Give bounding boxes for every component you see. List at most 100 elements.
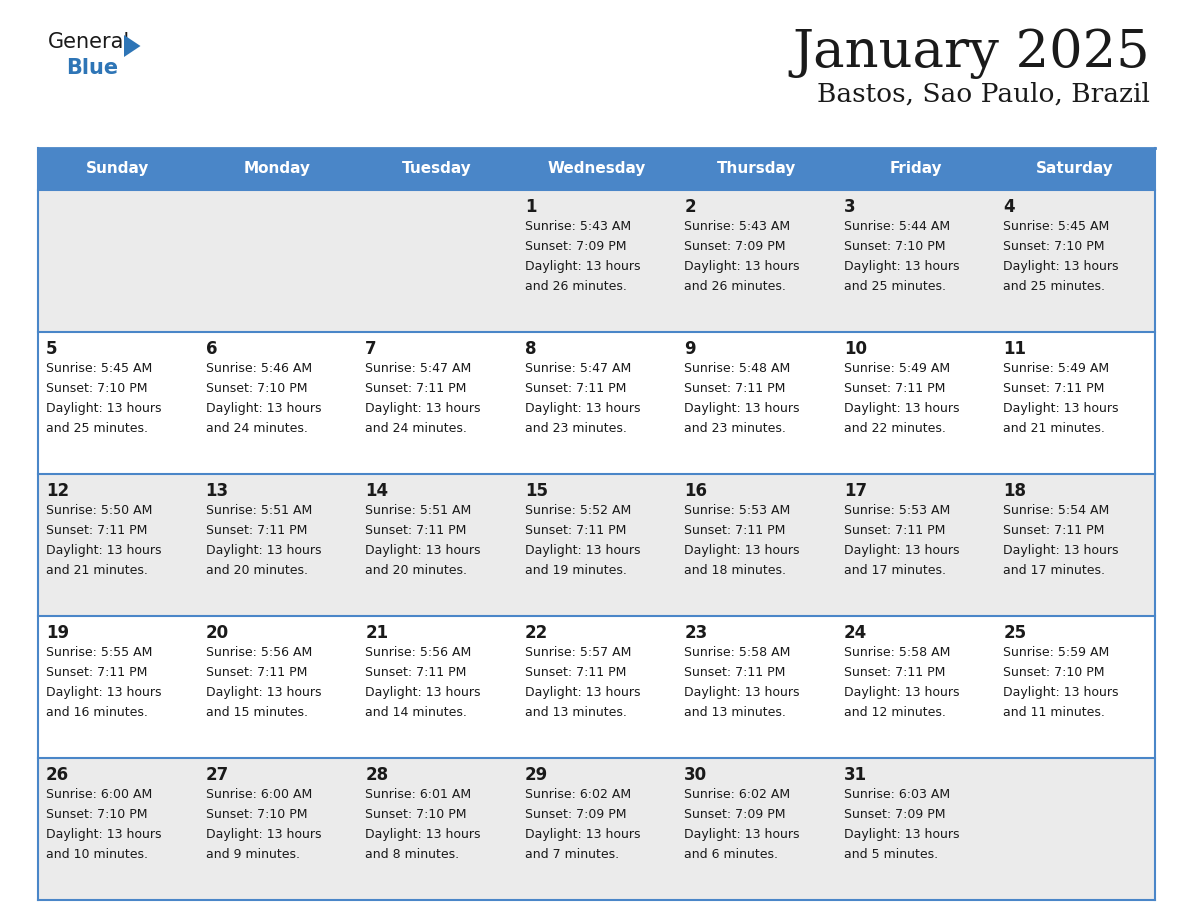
Text: Sunset: 7:10 PM: Sunset: 7:10 PM [1004, 666, 1105, 679]
Text: Saturday: Saturday [1036, 162, 1114, 176]
Text: Blue: Blue [67, 58, 118, 78]
Text: and 23 minutes.: and 23 minutes. [525, 422, 626, 435]
Text: and 7 minutes.: and 7 minutes. [525, 848, 619, 861]
Text: Sunset: 7:11 PM: Sunset: 7:11 PM [843, 382, 946, 395]
Text: Daylight: 13 hours: Daylight: 13 hours [206, 402, 321, 415]
Text: Sunrise: 5:45 AM: Sunrise: 5:45 AM [46, 362, 152, 375]
Text: Sunset: 7:10 PM: Sunset: 7:10 PM [206, 808, 307, 821]
Text: Sunrise: 5:59 AM: Sunrise: 5:59 AM [1004, 646, 1110, 659]
Bar [38, 474, 1155, 616]
Text: and 17 minutes.: and 17 minutes. [1004, 564, 1105, 577]
Text: Daylight: 13 hours: Daylight: 13 hours [525, 686, 640, 699]
Text: Daylight: 13 hours: Daylight: 13 hours [365, 402, 481, 415]
Text: and 21 minutes.: and 21 minutes. [1004, 422, 1105, 435]
Text: Sunrise: 5:53 AM: Sunrise: 5:53 AM [684, 504, 790, 517]
Text: Daylight: 13 hours: Daylight: 13 hours [206, 828, 321, 841]
Text: Sunset: 7:09 PM: Sunset: 7:09 PM [843, 808, 946, 821]
Text: Sunset: 7:11 PM: Sunset: 7:11 PM [46, 666, 147, 679]
Text: 2: 2 [684, 198, 696, 216]
Text: Sunset: 7:10 PM: Sunset: 7:10 PM [365, 808, 467, 821]
Text: and 26 minutes.: and 26 minutes. [684, 280, 786, 293]
Text: Daylight: 13 hours: Daylight: 13 hours [1004, 402, 1119, 415]
Text: Sunset: 7:10 PM: Sunset: 7:10 PM [1004, 240, 1105, 253]
Text: Sunrise: 5:43 AM: Sunrise: 5:43 AM [684, 220, 790, 233]
Text: Sunset: 7:11 PM: Sunset: 7:11 PM [525, 524, 626, 537]
Text: 15: 15 [525, 482, 548, 500]
Text: and 25 minutes.: and 25 minutes. [1004, 280, 1105, 293]
Text: Sunset: 7:09 PM: Sunset: 7:09 PM [525, 240, 626, 253]
Text: 1: 1 [525, 198, 536, 216]
Text: Sunset: 7:11 PM: Sunset: 7:11 PM [1004, 524, 1105, 537]
Text: 27: 27 [206, 766, 229, 784]
Text: and 23 minutes.: and 23 minutes. [684, 422, 786, 435]
Text: 18: 18 [1004, 482, 1026, 500]
Text: 17: 17 [843, 482, 867, 500]
Text: Daylight: 13 hours: Daylight: 13 hours [1004, 544, 1119, 557]
Text: 4: 4 [1004, 198, 1015, 216]
Text: Daylight: 13 hours: Daylight: 13 hours [684, 544, 800, 557]
Text: 31: 31 [843, 766, 867, 784]
Text: Sunset: 7:11 PM: Sunset: 7:11 PM [46, 524, 147, 537]
Text: Sunrise: 6:00 AM: Sunrise: 6:00 AM [46, 788, 152, 801]
Text: 29: 29 [525, 766, 548, 784]
Text: General: General [48, 32, 131, 52]
Text: Daylight: 13 hours: Daylight: 13 hours [46, 402, 162, 415]
Text: 26: 26 [46, 766, 69, 784]
Text: Sunrise: 5:56 AM: Sunrise: 5:56 AM [365, 646, 472, 659]
Text: Sunset: 7:09 PM: Sunset: 7:09 PM [525, 808, 626, 821]
Text: 20: 20 [206, 624, 229, 642]
Text: Daylight: 13 hours: Daylight: 13 hours [843, 544, 960, 557]
Text: Daylight: 13 hours: Daylight: 13 hours [1004, 686, 1119, 699]
Text: 21: 21 [365, 624, 388, 642]
Text: Daylight: 13 hours: Daylight: 13 hours [365, 828, 481, 841]
Text: Sunset: 7:11 PM: Sunset: 7:11 PM [684, 524, 785, 537]
Text: Sunrise: 5:58 AM: Sunrise: 5:58 AM [843, 646, 950, 659]
Text: Sunrise: 5:52 AM: Sunrise: 5:52 AM [525, 504, 631, 517]
Text: Daylight: 13 hours: Daylight: 13 hours [843, 686, 960, 699]
Text: and 8 minutes.: and 8 minutes. [365, 848, 460, 861]
Text: Sunset: 7:09 PM: Sunset: 7:09 PM [684, 808, 785, 821]
Text: and 11 minutes.: and 11 minutes. [1004, 706, 1105, 719]
Text: Sunrise: 5:43 AM: Sunrise: 5:43 AM [525, 220, 631, 233]
Text: and 25 minutes.: and 25 minutes. [46, 422, 148, 435]
Text: Sunrise: 5:51 AM: Sunrise: 5:51 AM [365, 504, 472, 517]
Text: 30: 30 [684, 766, 707, 784]
Text: Sunrise: 5:50 AM: Sunrise: 5:50 AM [46, 504, 152, 517]
Text: and 20 minutes.: and 20 minutes. [365, 564, 467, 577]
Text: and 20 minutes.: and 20 minutes. [206, 564, 308, 577]
Bar [38, 148, 1155, 190]
Text: Sunset: 7:09 PM: Sunset: 7:09 PM [684, 240, 785, 253]
Text: 6: 6 [206, 340, 217, 358]
Text: Sunrise: 5:49 AM: Sunrise: 5:49 AM [843, 362, 950, 375]
Text: 24: 24 [843, 624, 867, 642]
Text: Sunrise: 5:44 AM: Sunrise: 5:44 AM [843, 220, 950, 233]
Text: Sunrise: 5:54 AM: Sunrise: 5:54 AM [1004, 504, 1110, 517]
Text: Daylight: 13 hours: Daylight: 13 hours [525, 544, 640, 557]
Text: and 19 minutes.: and 19 minutes. [525, 564, 626, 577]
Text: and 15 minutes.: and 15 minutes. [206, 706, 308, 719]
Bar [38, 758, 1155, 900]
Text: Sunset: 7:11 PM: Sunset: 7:11 PM [843, 524, 946, 537]
Text: 12: 12 [46, 482, 69, 500]
Text: 23: 23 [684, 624, 708, 642]
Text: and 13 minutes.: and 13 minutes. [525, 706, 626, 719]
Text: and 10 minutes.: and 10 minutes. [46, 848, 148, 861]
Text: and 26 minutes.: and 26 minutes. [525, 280, 626, 293]
Text: 28: 28 [365, 766, 388, 784]
Text: Thursday: Thursday [716, 162, 796, 176]
Text: and 17 minutes.: and 17 minutes. [843, 564, 946, 577]
Text: Sunset: 7:11 PM: Sunset: 7:11 PM [1004, 382, 1105, 395]
Text: Sunset: 7:11 PM: Sunset: 7:11 PM [206, 524, 307, 537]
Text: 14: 14 [365, 482, 388, 500]
Text: Sunrise: 5:47 AM: Sunrise: 5:47 AM [525, 362, 631, 375]
Text: Sunset: 7:10 PM: Sunset: 7:10 PM [206, 382, 307, 395]
Text: Sunrise: 5:56 AM: Sunrise: 5:56 AM [206, 646, 311, 659]
Text: Sunrise: 5:49 AM: Sunrise: 5:49 AM [1004, 362, 1110, 375]
Text: Daylight: 13 hours: Daylight: 13 hours [843, 828, 960, 841]
Text: Daylight: 13 hours: Daylight: 13 hours [525, 828, 640, 841]
Text: Sunrise: 5:47 AM: Sunrise: 5:47 AM [365, 362, 472, 375]
Bar [38, 616, 1155, 758]
Text: Sunrise: 5:45 AM: Sunrise: 5:45 AM [1004, 220, 1110, 233]
Text: Sunrise: 5:57 AM: Sunrise: 5:57 AM [525, 646, 631, 659]
Text: 3: 3 [843, 198, 855, 216]
